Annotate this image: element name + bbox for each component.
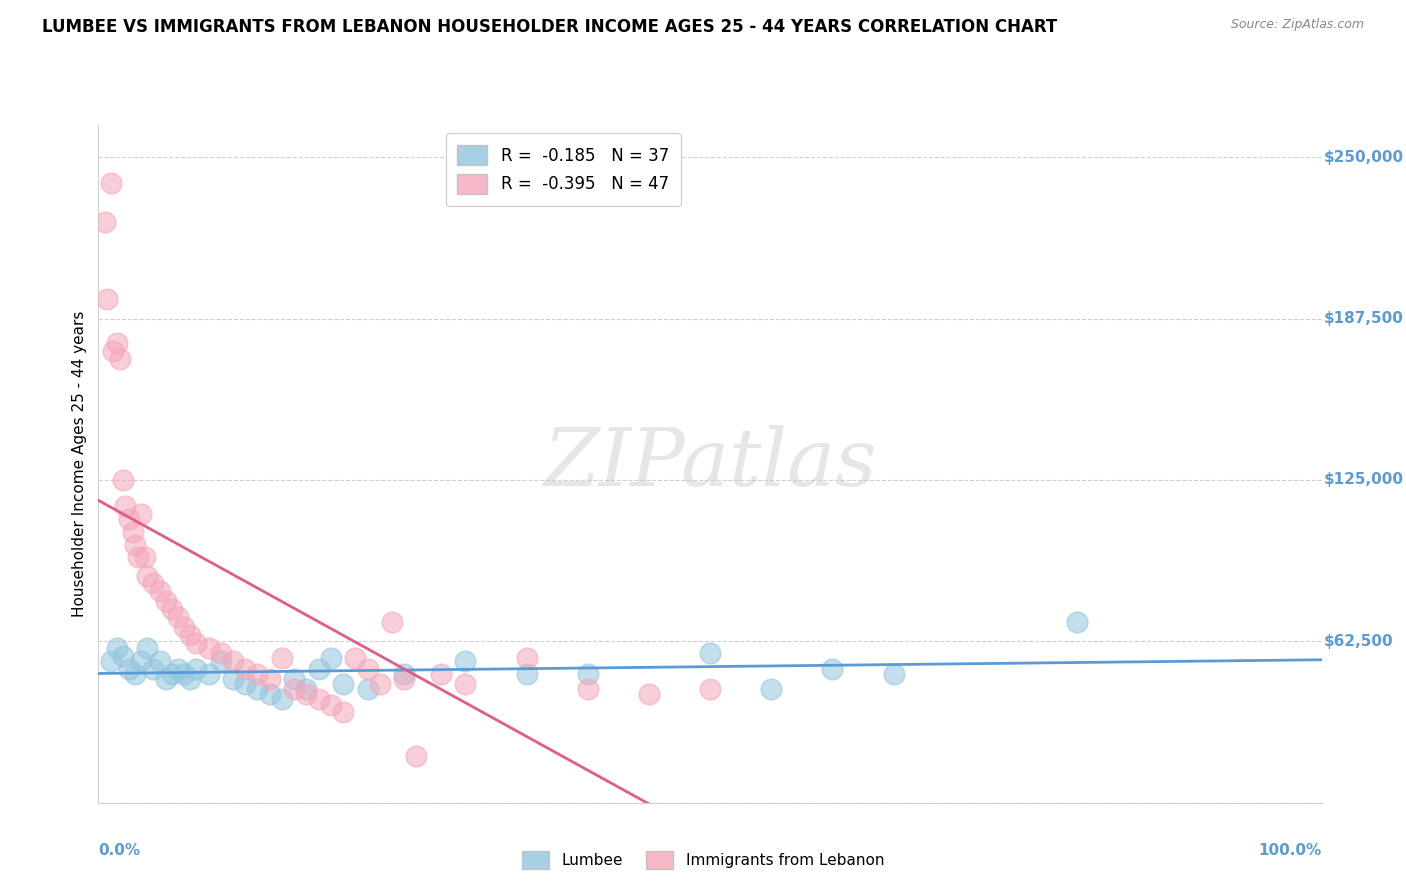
- Point: [233, 661, 256, 675]
- Point: [259, 672, 281, 686]
- Point: [270, 692, 294, 706]
- Point: [222, 654, 245, 668]
- Point: [167, 661, 190, 675]
- Point: [111, 648, 134, 663]
- Point: [356, 682, 378, 697]
- Point: [160, 666, 183, 681]
- Text: 0.0%: 0.0%: [98, 844, 141, 858]
- Point: [454, 677, 477, 691]
- Point: [368, 677, 391, 691]
- Point: [173, 666, 195, 681]
- Point: [179, 628, 201, 642]
- Point: [308, 692, 330, 706]
- Point: [124, 537, 146, 551]
- Text: 100.0%: 100.0%: [1258, 844, 1322, 858]
- Point: [392, 672, 416, 686]
- Point: [392, 666, 416, 681]
- Point: [295, 682, 318, 697]
- Point: [209, 646, 232, 660]
- Point: [118, 661, 141, 675]
- Point: [105, 640, 128, 655]
- Point: [699, 646, 721, 660]
- Point: [142, 576, 165, 591]
- Point: [118, 512, 141, 526]
- Point: [576, 666, 599, 681]
- Point: [516, 651, 538, 665]
- Point: [319, 698, 342, 712]
- Point: [454, 654, 477, 668]
- Point: [129, 507, 152, 521]
- Point: [344, 651, 367, 665]
- Point: [222, 672, 245, 686]
- Point: [1066, 615, 1088, 629]
- Text: LUMBEE VS IMMIGRANTS FROM LEBANON HOUSEHOLDER INCOME AGES 25 - 44 YEARS CORRELAT: LUMBEE VS IMMIGRANTS FROM LEBANON HOUSEH…: [42, 18, 1057, 36]
- Text: $250,000: $250,000: [1324, 150, 1405, 165]
- Point: [100, 654, 122, 668]
- Point: [576, 682, 599, 697]
- Legend: R =  -0.185   N = 37, R =  -0.395   N = 47: R = -0.185 N = 37, R = -0.395 N = 47: [446, 133, 681, 205]
- Point: [186, 635, 208, 649]
- Point: [124, 666, 146, 681]
- Point: [430, 666, 453, 681]
- Point: [246, 682, 269, 697]
- Point: [100, 176, 122, 190]
- Point: [186, 661, 208, 675]
- Point: [93, 215, 115, 229]
- Point: [197, 666, 219, 681]
- Point: [197, 640, 219, 655]
- Point: [129, 654, 152, 668]
- Point: [270, 651, 294, 665]
- Point: [142, 661, 165, 675]
- Point: [111, 473, 134, 487]
- Text: $62,500: $62,500: [1324, 634, 1393, 648]
- Point: [101, 343, 124, 358]
- Point: [761, 682, 783, 697]
- Point: [173, 620, 195, 634]
- Point: [149, 584, 172, 599]
- Point: [149, 654, 172, 668]
- Point: [516, 666, 538, 681]
- Point: [155, 594, 177, 608]
- Text: $187,500: $187,500: [1324, 311, 1405, 326]
- Text: Source: ZipAtlas.com: Source: ZipAtlas.com: [1230, 18, 1364, 31]
- Point: [96, 292, 118, 306]
- Point: [179, 672, 201, 686]
- Point: [233, 677, 256, 691]
- Point: [160, 602, 183, 616]
- Point: [114, 499, 136, 513]
- Point: [283, 682, 305, 697]
- Point: [155, 672, 177, 686]
- Point: [356, 661, 378, 675]
- Point: [136, 568, 159, 582]
- Point: [127, 550, 149, 565]
- Point: [381, 615, 404, 629]
- Point: [883, 666, 905, 681]
- Point: [295, 687, 318, 701]
- Point: [259, 687, 281, 701]
- Legend: Lumbee, Immigrants from Lebanon: Lumbee, Immigrants from Lebanon: [516, 845, 890, 875]
- Point: [136, 640, 159, 655]
- Point: [637, 687, 661, 701]
- Text: $125,000: $125,000: [1324, 473, 1405, 488]
- Point: [405, 749, 427, 764]
- Point: [308, 661, 330, 675]
- Point: [209, 654, 232, 668]
- Point: [332, 677, 354, 691]
- Point: [332, 706, 354, 720]
- Point: [121, 524, 143, 539]
- Point: [283, 672, 305, 686]
- Point: [105, 336, 128, 351]
- Point: [821, 661, 844, 675]
- Y-axis label: Householder Income Ages 25 - 44 years: Householder Income Ages 25 - 44 years: [72, 310, 87, 617]
- Point: [699, 682, 721, 697]
- Point: [246, 666, 269, 681]
- Point: [167, 610, 190, 624]
- Point: [110, 351, 132, 366]
- Point: [319, 651, 342, 665]
- Text: ZIPatlas: ZIPatlas: [543, 425, 877, 502]
- Point: [134, 550, 156, 565]
